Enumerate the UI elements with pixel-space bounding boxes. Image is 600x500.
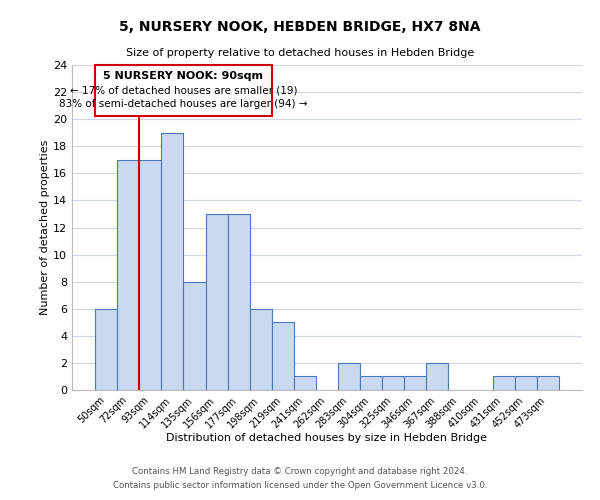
Bar: [294, 376, 316, 390]
Bar: [139, 160, 161, 390]
Text: ← 17% of detached houses are smaller (19): ← 17% of detached houses are smaller (19…: [70, 86, 297, 96]
Bar: [117, 160, 139, 390]
Text: 5, NURSERY NOOK, HEBDEN BRIDGE, HX7 8NA: 5, NURSERY NOOK, HEBDEN BRIDGE, HX7 8NA: [119, 20, 481, 34]
Bar: [272, 322, 294, 390]
Bar: [382, 376, 404, 390]
Bar: [161, 132, 184, 390]
Bar: [227, 214, 250, 390]
Bar: [515, 376, 537, 390]
X-axis label: Distribution of detached houses by size in Hebden Bridge: Distribution of detached houses by size …: [167, 432, 487, 442]
Bar: [95, 308, 117, 390]
Bar: [360, 376, 382, 390]
Bar: [427, 363, 448, 390]
Bar: [184, 282, 206, 390]
Text: Contains public sector information licensed under the Open Government Licence v3: Contains public sector information licen…: [113, 481, 487, 490]
FancyBboxPatch shape: [95, 65, 272, 116]
Text: Contains HM Land Registry data © Crown copyright and database right 2024.: Contains HM Land Registry data © Crown c…: [132, 467, 468, 476]
Bar: [338, 363, 360, 390]
Text: 83% of semi-detached houses are larger (94) →: 83% of semi-detached houses are larger (…: [59, 100, 308, 110]
Bar: [404, 376, 427, 390]
Bar: [537, 376, 559, 390]
Bar: [250, 308, 272, 390]
Text: Size of property relative to detached houses in Hebden Bridge: Size of property relative to detached ho…: [126, 48, 474, 58]
Bar: [206, 214, 227, 390]
Bar: [493, 376, 515, 390]
Y-axis label: Number of detached properties: Number of detached properties: [40, 140, 50, 315]
Text: 5 NURSERY NOOK: 90sqm: 5 NURSERY NOOK: 90sqm: [103, 71, 263, 81]
